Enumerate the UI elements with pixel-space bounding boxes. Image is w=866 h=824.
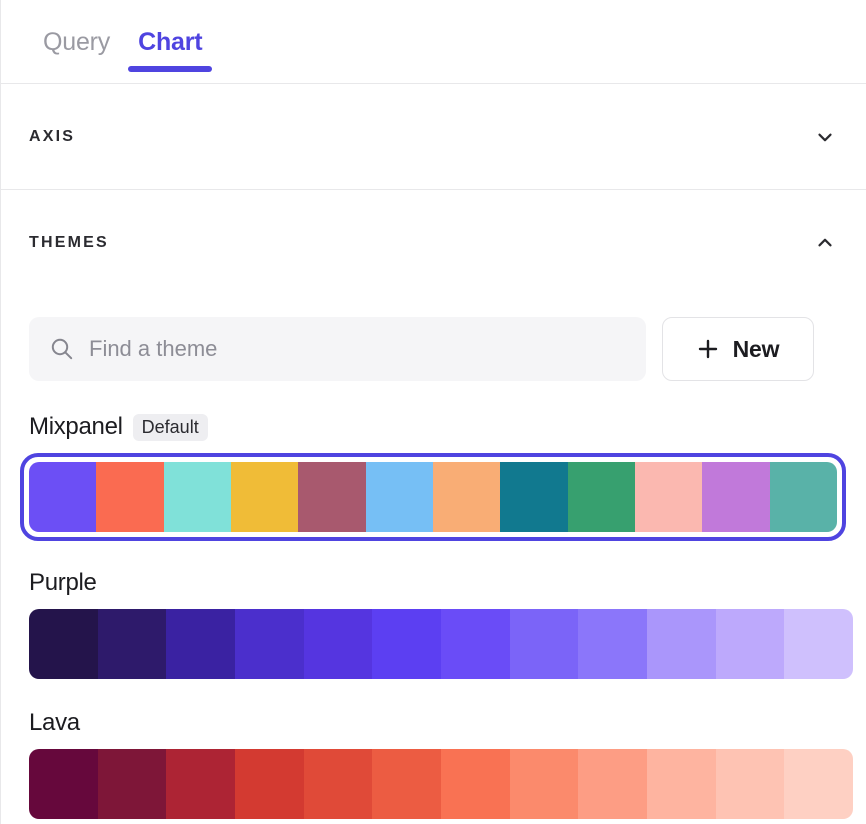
color-swatch[interactable] — [578, 609, 648, 679]
color-swatch[interactable] — [365, 462, 433, 532]
theme-label-row: Lava — [29, 703, 838, 743]
theme-item-lava[interactable]: Lava — [1, 703, 866, 819]
section-title-axis: AXIS — [29, 127, 76, 145]
color-swatch[interactable] — [432, 462, 501, 532]
theme-item-mixpanel[interactable]: Mixpanel Default — [1, 407, 866, 541]
color-swatch[interactable] — [441, 609, 510, 679]
new-theme-button[interactable]: New — [662, 317, 814, 381]
color-swatch[interactable] — [784, 749, 853, 819]
theme-label-row: Mixpanel Default — [29, 407, 838, 447]
section-title-themes: THEMES — [29, 233, 109, 251]
color-swatch[interactable] — [500, 462, 568, 532]
color-swatch[interactable] — [715, 609, 785, 679]
color-swatch[interactable] — [769, 462, 837, 532]
theme-swatch-row[interactable] — [29, 609, 853, 679]
color-swatch[interactable] — [230, 462, 299, 532]
theme-name: Lava — [29, 709, 80, 736]
status-badge: Default — [132, 413, 208, 441]
theme-selected-frame[interactable] — [20, 453, 846, 541]
chevron-up-icon[interactable] — [814, 232, 836, 254]
color-swatch[interactable] — [97, 609, 167, 679]
theme-swatch-row[interactable] — [29, 749, 853, 819]
theme-swatch-wrap — [29, 609, 853, 679]
color-swatch[interactable] — [578, 749, 648, 819]
section-divider — [1, 189, 866, 190]
color-swatch[interactable] — [166, 609, 236, 679]
theme-label-row: Purple — [29, 563, 838, 603]
theme-list: Mixpanel Default Purple Lava — [1, 385, 866, 824]
section-header-themes[interactable]: THEMES — [1, 190, 866, 295]
new-theme-label: New — [732, 335, 780, 362]
color-swatch[interactable] — [567, 462, 635, 532]
color-swatch[interactable] — [634, 462, 703, 532]
color-swatch[interactable] — [372, 749, 442, 819]
color-swatch[interactable] — [29, 462, 97, 532]
color-swatch[interactable] — [166, 749, 236, 819]
color-swatch[interactable] — [509, 609, 579, 679]
theme-swatch-wrap — [29, 749, 853, 819]
search-input[interactable] — [89, 336, 626, 362]
color-swatch[interactable] — [441, 749, 510, 819]
color-swatch[interactable] — [235, 749, 304, 819]
color-swatch[interactable] — [784, 609, 853, 679]
color-swatch[interactable] — [303, 749, 373, 819]
theme-name: Mixpanel — [29, 413, 123, 440]
theme-name: Purple — [29, 569, 97, 596]
color-swatch[interactable] — [163, 462, 231, 532]
tab-query[interactable]: Query — [29, 0, 124, 84]
color-swatch[interactable] — [29, 749, 98, 819]
color-swatch[interactable] — [97, 749, 167, 819]
color-swatch[interactable] — [715, 749, 785, 819]
tab-bar: Query Chart — [1, 0, 866, 84]
theme-search-row: New — [1, 313, 866, 385]
color-swatch[interactable] — [235, 609, 304, 679]
color-swatch[interactable] — [29, 609, 98, 679]
color-swatch[interactable] — [298, 462, 366, 532]
tab-chart-label: Chart — [138, 27, 203, 56]
search-box[interactable] — [29, 317, 646, 381]
color-swatch[interactable] — [96, 462, 164, 532]
section-header-axis[interactable]: AXIS — [1, 84, 866, 189]
color-swatch[interactable] — [509, 749, 579, 819]
plus-icon — [698, 339, 717, 359]
theme-item-purple[interactable]: Purple — [1, 563, 866, 679]
search-icon — [51, 338, 73, 360]
theme-swatch-row[interactable] — [29, 462, 837, 532]
chevron-down-icon[interactable] — [814, 126, 836, 148]
tab-query-label: Query — [43, 27, 111, 56]
color-swatch[interactable] — [303, 609, 373, 679]
color-swatch[interactable] — [647, 749, 716, 819]
color-swatch[interactable] — [647, 609, 716, 679]
tab-chart[interactable]: Chart — [124, 0, 216, 84]
color-swatch[interactable] — [372, 609, 442, 679]
color-swatch[interactable] — [702, 462, 770, 532]
